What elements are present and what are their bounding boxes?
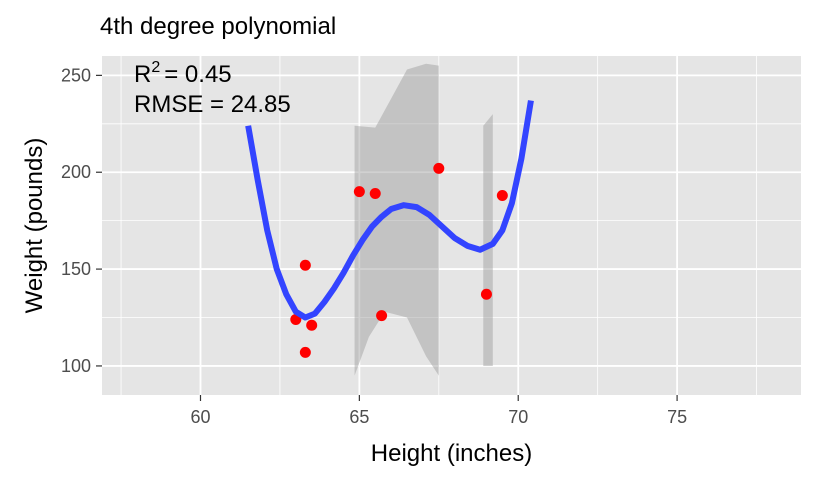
- data-point: [299, 259, 311, 271]
- plot-panel: [102, 56, 801, 395]
- data-point: [306, 319, 318, 331]
- data-point: [433, 162, 445, 174]
- confidence-band-region: [483, 114, 493, 366]
- data-point: [353, 186, 365, 198]
- rmse-annotation: RMSE = 24.85: [134, 91, 291, 118]
- r-squared-annotation: R2 = 0.45: [134, 59, 232, 88]
- r2-prefix: R: [134, 61, 151, 88]
- x-tick-label: 65: [349, 407, 369, 427]
- data-point: [480, 288, 492, 300]
- data-points: [290, 162, 508, 358]
- axes: 60 65 70 75 100 150 200 250: [61, 65, 687, 427]
- fit-curve: [245, 100, 534, 321]
- grid-lines: [102, 56, 801, 395]
- data-point: [376, 310, 388, 322]
- y-axis-label: Weight (pounds): [21, 138, 48, 314]
- r2-exponent: 2: [151, 59, 160, 76]
- y-tick-label: 150: [61, 259, 91, 279]
- x-tick-label: 60: [190, 407, 210, 427]
- data-point: [496, 189, 508, 201]
- y-tick-label: 250: [61, 65, 91, 85]
- x-axis-label: Height (inches): [371, 440, 532, 467]
- y-tick-label: 100: [61, 356, 91, 376]
- data-point: [369, 188, 381, 200]
- confidence-band: [354, 63, 493, 376]
- r2-value: = 0.45: [164, 61, 231, 88]
- x-tick-label: 75: [667, 407, 687, 427]
- confidence-band-region: [354, 63, 439, 376]
- chart-title: 4th degree polynomial: [100, 13, 336, 40]
- y-tick-label: 200: [61, 162, 91, 182]
- data-point: [299, 346, 311, 358]
- x-tick-label: 70: [508, 407, 528, 427]
- fit-line: [245, 100, 534, 321]
